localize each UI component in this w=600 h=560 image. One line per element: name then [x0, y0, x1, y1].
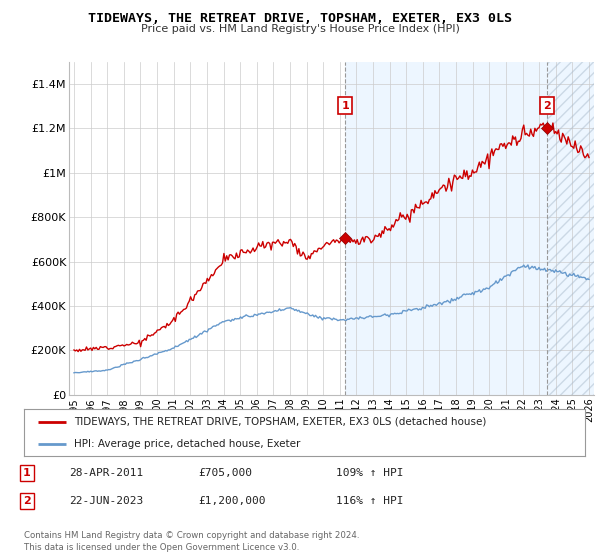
Text: TIDEWAYS, THE RETREAT DRIVE, TOPSHAM, EXETER, EX3 0LS (detached house): TIDEWAYS, THE RETREAT DRIVE, TOPSHAM, EX… — [74, 417, 487, 427]
Text: 2: 2 — [543, 101, 551, 110]
Text: 2: 2 — [23, 496, 31, 506]
Text: 1: 1 — [341, 101, 349, 110]
Text: HPI: Average price, detached house, Exeter: HPI: Average price, detached house, Exet… — [74, 438, 301, 449]
Bar — [547, 62, 594, 395]
Text: 22-JUN-2023: 22-JUN-2023 — [69, 496, 143, 506]
Text: £1,200,000: £1,200,000 — [198, 496, 265, 506]
Text: 116% ↑ HPI: 116% ↑ HPI — [336, 496, 404, 506]
Text: Price paid vs. HM Land Registry's House Price Index (HPI): Price paid vs. HM Land Registry's House … — [140, 24, 460, 34]
Bar — [345, 62, 594, 395]
Text: Contains HM Land Registry data © Crown copyright and database right 2024.
This d: Contains HM Land Registry data © Crown c… — [24, 531, 359, 552]
Text: £705,000: £705,000 — [198, 468, 252, 478]
Text: TIDEWAYS, THE RETREAT DRIVE, TOPSHAM, EXETER, EX3 0LS: TIDEWAYS, THE RETREAT DRIVE, TOPSHAM, EX… — [88, 12, 512, 25]
Text: 109% ↑ HPI: 109% ↑ HPI — [336, 468, 404, 478]
Text: 28-APR-2011: 28-APR-2011 — [69, 468, 143, 478]
Text: 1: 1 — [23, 468, 31, 478]
